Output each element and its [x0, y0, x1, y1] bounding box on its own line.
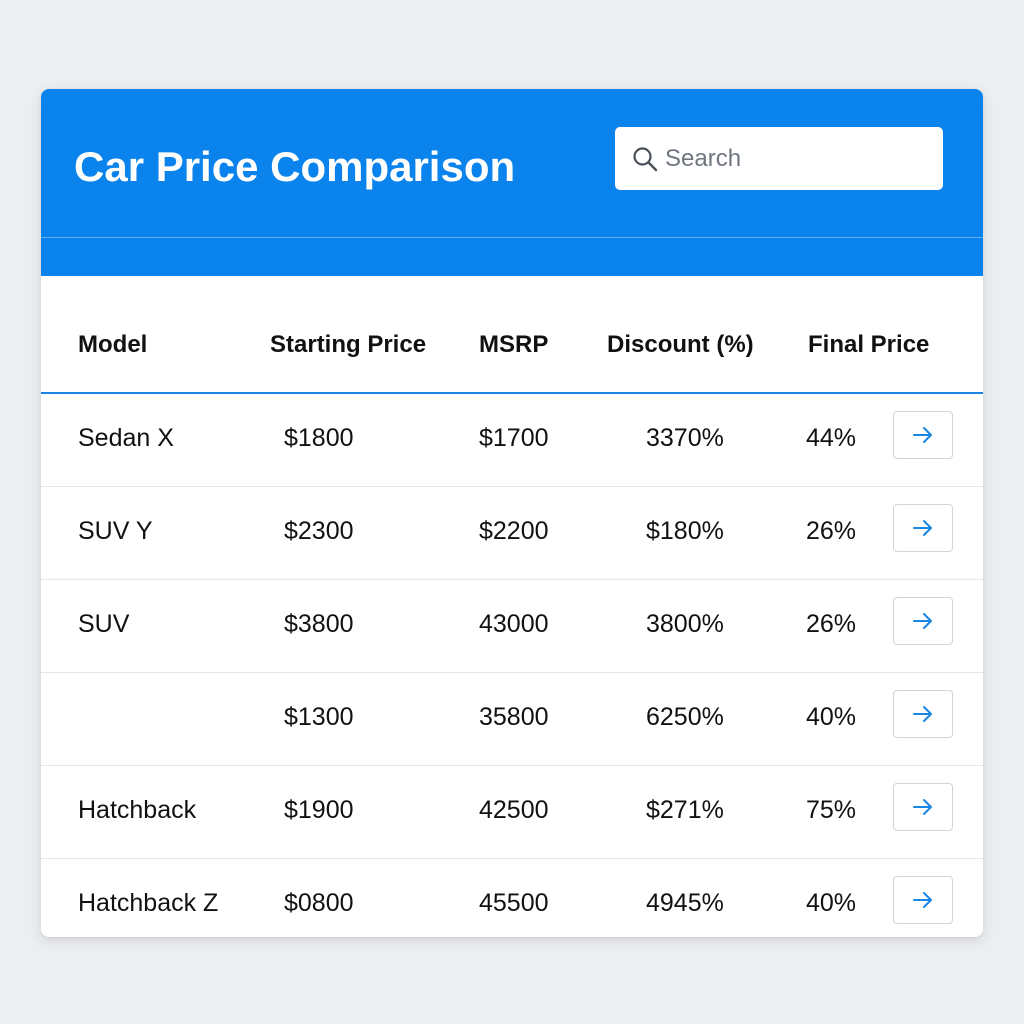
cell-discount: $271% — [646, 796, 724, 824]
column-header-model: Model — [78, 331, 148, 358]
cell-msrp: $1700 — [479, 424, 549, 452]
cell-discount: 3370% — [646, 424, 724, 452]
row-action-button[interactable] — [893, 597, 953, 645]
table-row: Hatchback $1900 42500 $271% 75% — [41, 766, 983, 859]
arrow-right-icon — [913, 799, 932, 815]
arrow-right-icon — [913, 520, 932, 536]
cell-model: Hatchback — [78, 796, 197, 824]
arrow-right-icon — [913, 427, 932, 443]
page-title: Car Price Comparison — [74, 143, 516, 190]
cell-starting-price: $1800 — [284, 424, 354, 452]
column-header-msrp: MSRP — [479, 331, 549, 358]
cell-discount: $180% — [646, 517, 724, 545]
table-row: SUV $3800 43000 3800% 26% — [41, 580, 983, 673]
cell-final-price: 44% — [806, 424, 857, 452]
cell-model: Sedan X — [78, 424, 174, 452]
cell-msrp: 45500 — [479, 889, 549, 917]
row-action-button[interactable] — [893, 690, 953, 738]
table-row: Sedan X $1800 $1700 3370% 44% — [41, 394, 983, 487]
table-body: Sedan X $1800 $1700 3370% 44% SUV Y $230… — [41, 394, 983, 937]
cell-discount: 6250% — [646, 703, 724, 731]
search-input[interactable] — [665, 127, 935, 190]
cell-starting-price: $0800 — [284, 889, 354, 917]
arrow-right-icon — [913, 892, 932, 908]
arrow-right-icon — [913, 613, 932, 629]
cell-starting-price: $3800 — [284, 610, 354, 638]
cell-starting-price: $1300 — [284, 703, 354, 731]
cell-final-price: 26% — [806, 517, 857, 545]
cell-final-price: 26% — [806, 610, 857, 638]
search-box[interactable] — [615, 127, 943, 190]
header-divider — [41, 237, 983, 238]
cell-starting-price: $2300 — [284, 517, 354, 545]
header: Car Price Comparison — [41, 89, 983, 276]
cell-model: SUV Y — [78, 517, 153, 545]
cell-model: Hatchback Z — [78, 889, 219, 917]
cell-final-price: 40% — [806, 703, 857, 731]
cell-discount: 3800% — [646, 610, 724, 638]
price-comparison-card: Car Price Comparison Model Starting Pric… — [41, 89, 983, 937]
row-action-button[interactable] — [893, 504, 953, 552]
row-action-button[interactable] — [893, 876, 953, 924]
table-row: Hatchback Z $0800 45500 4945% 40% — [41, 859, 983, 937]
cell-final-price: 75% — [806, 796, 857, 824]
cell-starting-price: $1900 — [284, 796, 354, 824]
table-row: $1300 35800 6250% 40% — [41, 673, 983, 766]
arrow-right-icon — [913, 706, 932, 722]
cell-msrp: $2200 — [479, 517, 549, 545]
row-action-button[interactable] — [893, 783, 953, 831]
cell-msrp: 35800 — [479, 703, 549, 731]
table-header: Model Starting Price MSRP Discount (%) F… — [41, 276, 983, 394]
column-header-discount: Discount (%) — [607, 331, 754, 358]
cell-msrp: 42500 — [479, 796, 549, 824]
row-action-button[interactable] — [893, 411, 953, 459]
cell-discount: 4945% — [646, 889, 724, 917]
cell-final-price: 40% — [806, 889, 857, 917]
search-icon — [633, 147, 658, 172]
table-row: SUV Y $2300 $2200 $180% 26% — [41, 487, 983, 580]
column-header-starting-price: Starting Price — [270, 331, 427, 358]
cell-model: SUV — [78, 610, 130, 638]
cell-msrp: 43000 — [479, 610, 549, 638]
column-header-final-price: Final Price — [808, 331, 930, 358]
